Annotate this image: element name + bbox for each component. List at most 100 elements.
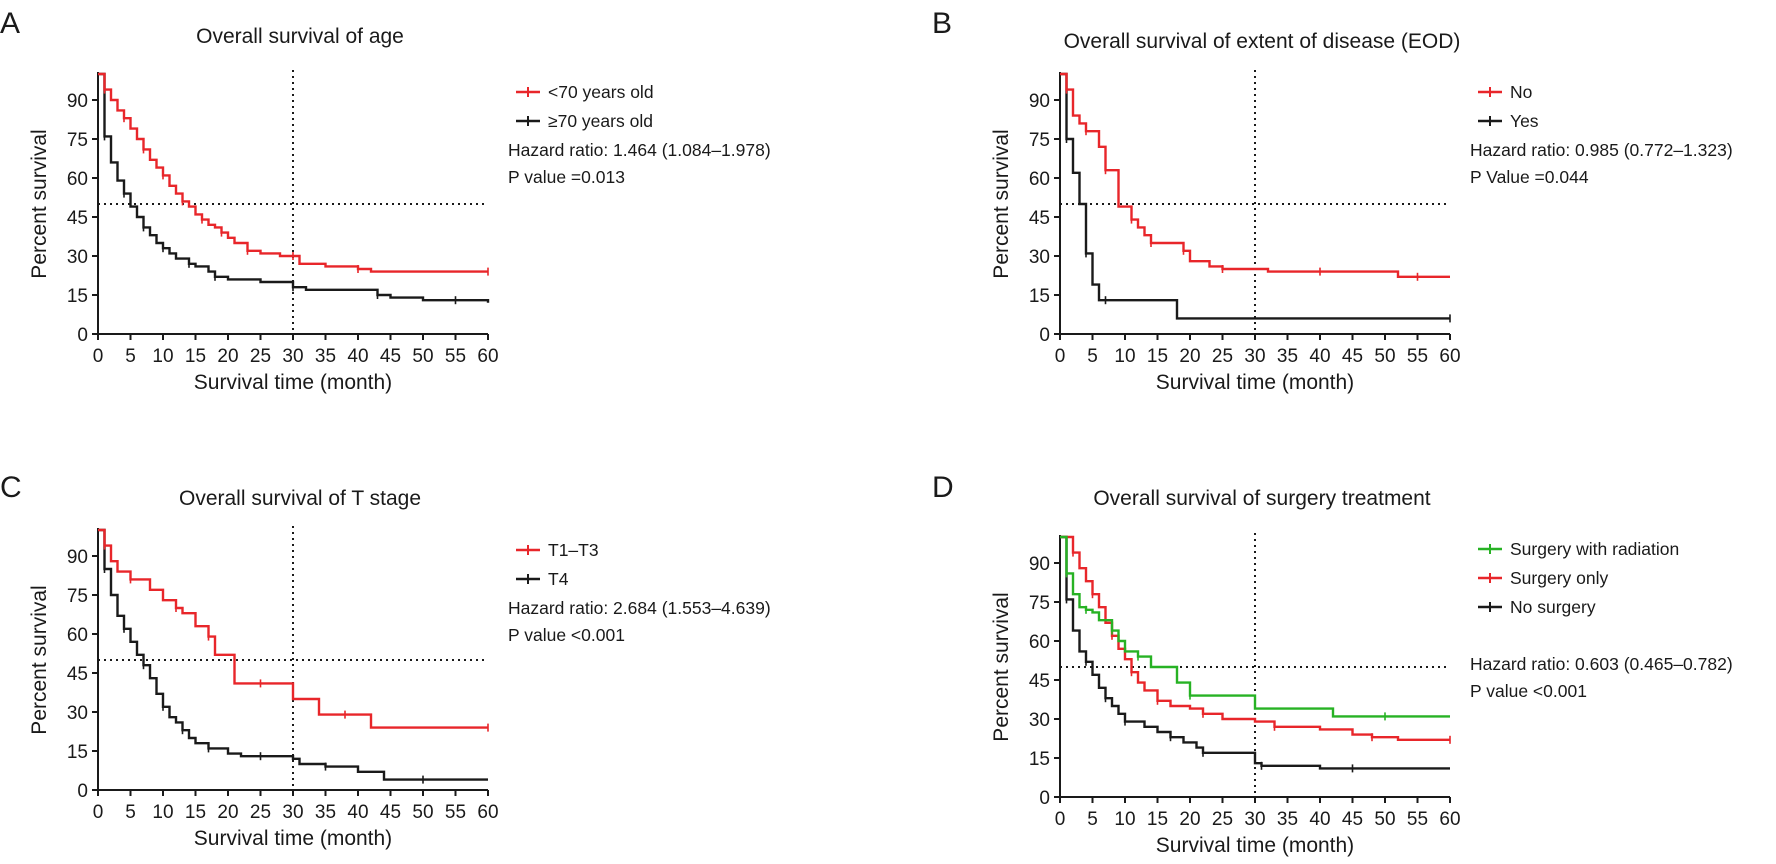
- y-tick-label: 90: [67, 547, 88, 568]
- legend-item: <70 years old: [516, 82, 654, 102]
- x-tick-label: 20: [217, 346, 238, 367]
- x-tick-label: 60: [477, 802, 498, 823]
- x-tick-label: 20: [217, 802, 238, 823]
- y-axis-label: Percent survival: [990, 592, 1013, 741]
- y-tick-label: 75: [67, 130, 88, 151]
- x-axis-label: Survival time (month): [194, 827, 392, 850]
- hazard-ratio-text: Hazard ratio: 1.464 (1.084–1.978): [508, 140, 771, 160]
- x-axis-label: Survival time (month): [1156, 834, 1354, 857]
- x-tick-label: 45: [380, 346, 401, 367]
- x-tick-label: 50: [412, 346, 433, 367]
- y-tick-label: 75: [67, 586, 88, 607]
- x-tick-label: 40: [347, 346, 368, 367]
- y-tick-label: 30: [1029, 247, 1050, 268]
- x-tick-label: 45: [1342, 346, 1363, 367]
- legend-item: Surgery with radiation: [1478, 539, 1679, 559]
- x-tick-label: 5: [125, 802, 136, 823]
- legend-label: Surgery with radiation: [1510, 539, 1679, 559]
- panel-letter: C: [0, 471, 22, 504]
- hazard-ratio-text: Hazard ratio: 0.985 (0.772–1.323): [1470, 140, 1733, 160]
- legend-label: No: [1510, 82, 1532, 102]
- x-tick-label: 0: [1055, 346, 1066, 367]
- chart-title: Overall survival of age: [196, 25, 404, 48]
- y-tick-label: 60: [1029, 169, 1050, 190]
- x-tick-label: 25: [1212, 346, 1233, 367]
- x-tick-label: 10: [152, 346, 173, 367]
- x-tick-label: 30: [1244, 809, 1265, 830]
- x-axis-label: Survival time (month): [194, 371, 392, 394]
- x-tick-label: 0: [1055, 809, 1066, 830]
- legend-label: T1–T3: [548, 540, 599, 560]
- legend-label: Surgery only: [1510, 568, 1608, 588]
- y-tick-label: 30: [67, 247, 88, 268]
- series-line-2: [1060, 72, 1450, 320]
- y-tick-label: 45: [1029, 208, 1050, 229]
- y-tick-label: 60: [67, 625, 88, 646]
- p-value-text: P Value =0.044: [1470, 167, 1589, 187]
- x-axis-label: Survival time (month): [1156, 371, 1354, 394]
- series-line-1: [98, 528, 488, 729]
- x-tick-label: 55: [1407, 809, 1428, 830]
- x-tick-label: 35: [315, 346, 336, 367]
- y-tick-label: 90: [67, 91, 88, 112]
- x-tick-label: 40: [1309, 346, 1330, 367]
- series-line-2: [98, 72, 490, 303]
- x-tick-label: 15: [1147, 809, 1168, 830]
- legend-label: <70 years old: [548, 82, 654, 102]
- legend-item: T1–T3: [516, 540, 599, 560]
- panel-c: C Overall survival of T stage 0 15 30 45 60 75 9…: [0, 471, 771, 850]
- x-tick-label: 40: [347, 802, 368, 823]
- x-tick-label: 25: [250, 802, 271, 823]
- y-tick-label: 15: [67, 742, 88, 763]
- y-tick-label: 15: [1029, 749, 1050, 770]
- legend-item: No surgery: [1478, 597, 1596, 617]
- y-axis-label: Percent survival: [28, 585, 51, 734]
- x-tick-label: 55: [1407, 346, 1428, 367]
- x-tick-label: 55: [445, 346, 466, 367]
- x-tick-label: 60: [477, 346, 498, 367]
- series-line-1: [98, 72, 488, 273]
- x-tick-label: 15: [1147, 346, 1168, 367]
- legend-item: Surgery only: [1478, 568, 1608, 588]
- y-tick-label: 0: [1039, 325, 1050, 346]
- legend-item: ≥70 years old: [516, 111, 653, 131]
- panel-d: D Overall survival of surgery treatment 0 1…: [932, 471, 1733, 857]
- x-tick-label: 45: [1342, 809, 1363, 830]
- legend-label: ≥70 years old: [548, 111, 653, 131]
- hazard-ratio-text: Hazard ratio: 2.684 (1.553–4.639): [508, 598, 771, 618]
- y-axis-label: Percent survival: [28, 129, 51, 278]
- y-tick-label: 0: [77, 325, 88, 346]
- hazard-ratio-text: Hazard ratio: 0.603 (0.465–0.782): [1470, 654, 1733, 674]
- legend-label: T4: [548, 569, 569, 589]
- y-tick-label: 45: [67, 208, 88, 229]
- chart-title: Overall survival of extent of disease (E…: [1064, 30, 1461, 53]
- y-tick-label: 0: [1039, 788, 1050, 809]
- series-line-1: [1060, 72, 1450, 278]
- y-tick-label: 60: [1029, 632, 1050, 653]
- y-tick-label: 75: [1029, 130, 1050, 151]
- x-tick-label: 30: [282, 346, 303, 367]
- y-tick-label: 75: [1029, 593, 1050, 614]
- chart-title: Overall survival of T stage: [179, 487, 421, 510]
- panel-b: B Overall survival of extent of disease (…: [932, 7, 1733, 394]
- x-tick-label: 25: [250, 346, 271, 367]
- series-line-2: [98, 528, 488, 781]
- x-tick-label: 10: [152, 802, 173, 823]
- x-tick-label: 60: [1439, 346, 1460, 367]
- x-tick-label: 15: [185, 802, 206, 823]
- y-tick-label: 15: [67, 286, 88, 307]
- legend-item: Yes: [1478, 111, 1539, 131]
- y-tick-label: 60: [67, 169, 88, 190]
- x-tick-label: 5: [1087, 346, 1098, 367]
- x-tick-label: 35: [1277, 346, 1298, 367]
- y-axis-label: Percent survival: [990, 129, 1013, 278]
- x-tick-label: 5: [1087, 809, 1098, 830]
- x-tick-label: 20: [1179, 346, 1200, 367]
- y-tick-label: 90: [1029, 91, 1050, 112]
- p-value-text: P value <0.001: [1470, 681, 1587, 701]
- x-tick-label: 5: [125, 346, 136, 367]
- y-tick-label: 45: [67, 664, 88, 685]
- legend-item: No: [1478, 82, 1532, 102]
